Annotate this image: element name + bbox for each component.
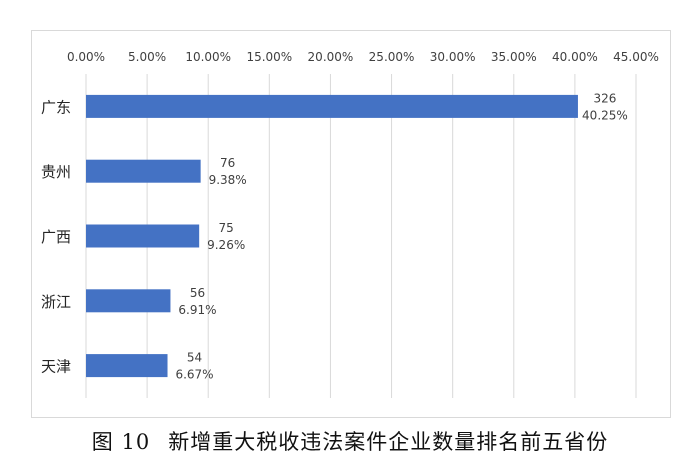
percent-label: 6.91% <box>178 303 216 317</box>
category-label: 广西 <box>41 228 71 246</box>
caption-text: 新增重大税收违法案件企业数量排名前五省份 <box>168 430 609 454</box>
count-label: 76 <box>220 156 235 170</box>
bar-chart: 0.00% 5.00% 10.00% 15.00% 20.00% 25.00% 30.00%… <box>41 50 659 398</box>
figure-number: 图 10 <box>91 430 151 454</box>
x-tick-label: 25.00% <box>369 50 415 64</box>
bar <box>86 354 168 378</box>
percent-label: 6.67% <box>175 368 213 382</box>
x-tick-label: 35.00% <box>491 50 537 64</box>
bar <box>86 159 201 183</box>
x-tick-label: 15.00% <box>246 50 292 64</box>
chart-frame <box>31 30 671 418</box>
bar <box>86 224 200 248</box>
percent-label: 9.26% <box>207 238 245 252</box>
bar <box>86 289 171 313</box>
category-label: 广东 <box>41 98 71 116</box>
x-tick-label: 20.00% <box>308 50 354 64</box>
x-tick-label: 5.00% <box>128 50 166 64</box>
category-label: 贵州 <box>41 163 71 181</box>
category-label: 天津 <box>41 358 71 376</box>
percent-label: 40.25% <box>582 108 628 122</box>
count-label: 326 <box>593 91 616 105</box>
figure-caption: 图 10 新增重大税收违法案件企业数量排名前五省份 <box>0 426 700 456</box>
percent-label: 9.38% <box>209 173 247 187</box>
count-label: 54 <box>187 351 202 365</box>
bar <box>86 94 578 118</box>
x-tick-label: 45.00% <box>613 50 659 64</box>
x-tick-label: 30.00% <box>430 50 476 64</box>
count-label: 56 <box>190 286 205 300</box>
count-label: 75 <box>219 221 234 235</box>
category-label: 浙江 <box>41 293 71 311</box>
x-tick-label: 10.00% <box>185 50 231 64</box>
x-tick-label: 40.00% <box>552 50 598 64</box>
x-tick-label: 0.00% <box>67 50 105 64</box>
